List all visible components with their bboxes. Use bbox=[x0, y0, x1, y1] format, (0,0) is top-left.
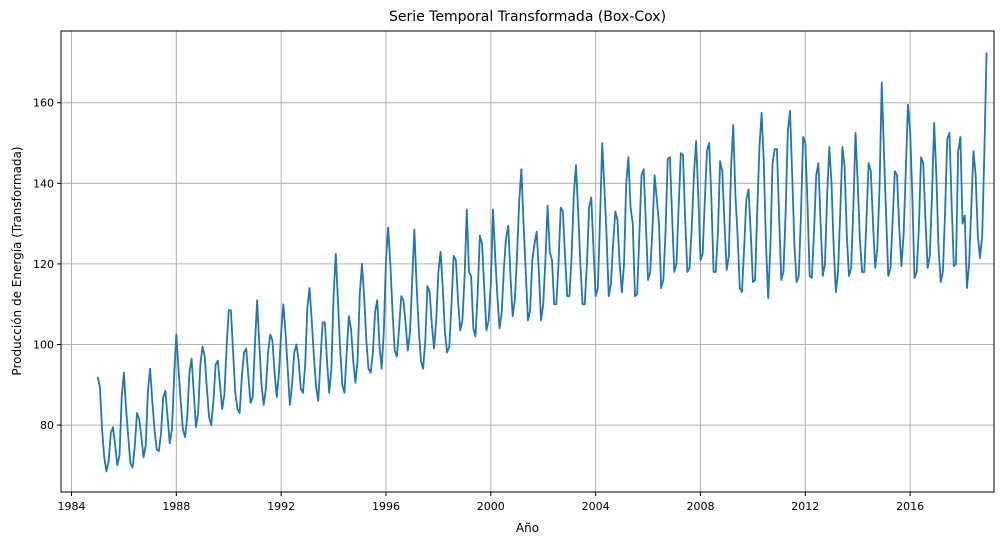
x-tick-label: 1996 bbox=[372, 500, 400, 513]
y-tick-label: 80 bbox=[40, 419, 54, 432]
x-tick-label: 2000 bbox=[477, 500, 505, 513]
x-tick-label: 2016 bbox=[896, 500, 924, 513]
x-tick-label: 1984 bbox=[57, 500, 85, 513]
x-tick-label: 1992 bbox=[267, 500, 295, 513]
series-line bbox=[96, 52, 988, 473]
y-tick-label: 160 bbox=[33, 97, 54, 110]
plot-frame bbox=[60, 30, 995, 493]
axis-ticks: 1984 1988 1992 1996 2000 2004 2008 2012 2016 80 10… bbox=[33, 97, 924, 513]
y-axis-label: Producción de Energía (Transformada) bbox=[10, 146, 24, 375]
y-tick-label: 100 bbox=[33, 339, 54, 352]
x-tick-label: 1988 bbox=[162, 500, 190, 513]
y-tick-label: 140 bbox=[33, 177, 54, 190]
series-layer bbox=[96, 52, 988, 473]
y-tick-label: 120 bbox=[33, 258, 54, 271]
x-tick-label: 2012 bbox=[791, 500, 819, 513]
x-tick-label: 2008 bbox=[686, 500, 714, 513]
x-tick-label: 2004 bbox=[582, 500, 610, 513]
x-axis-label: Año bbox=[516, 521, 539, 535]
grid-lines bbox=[61, 31, 994, 492]
chart-title: Serie Temporal Transformada (Box-Cox) bbox=[389, 9, 666, 25]
